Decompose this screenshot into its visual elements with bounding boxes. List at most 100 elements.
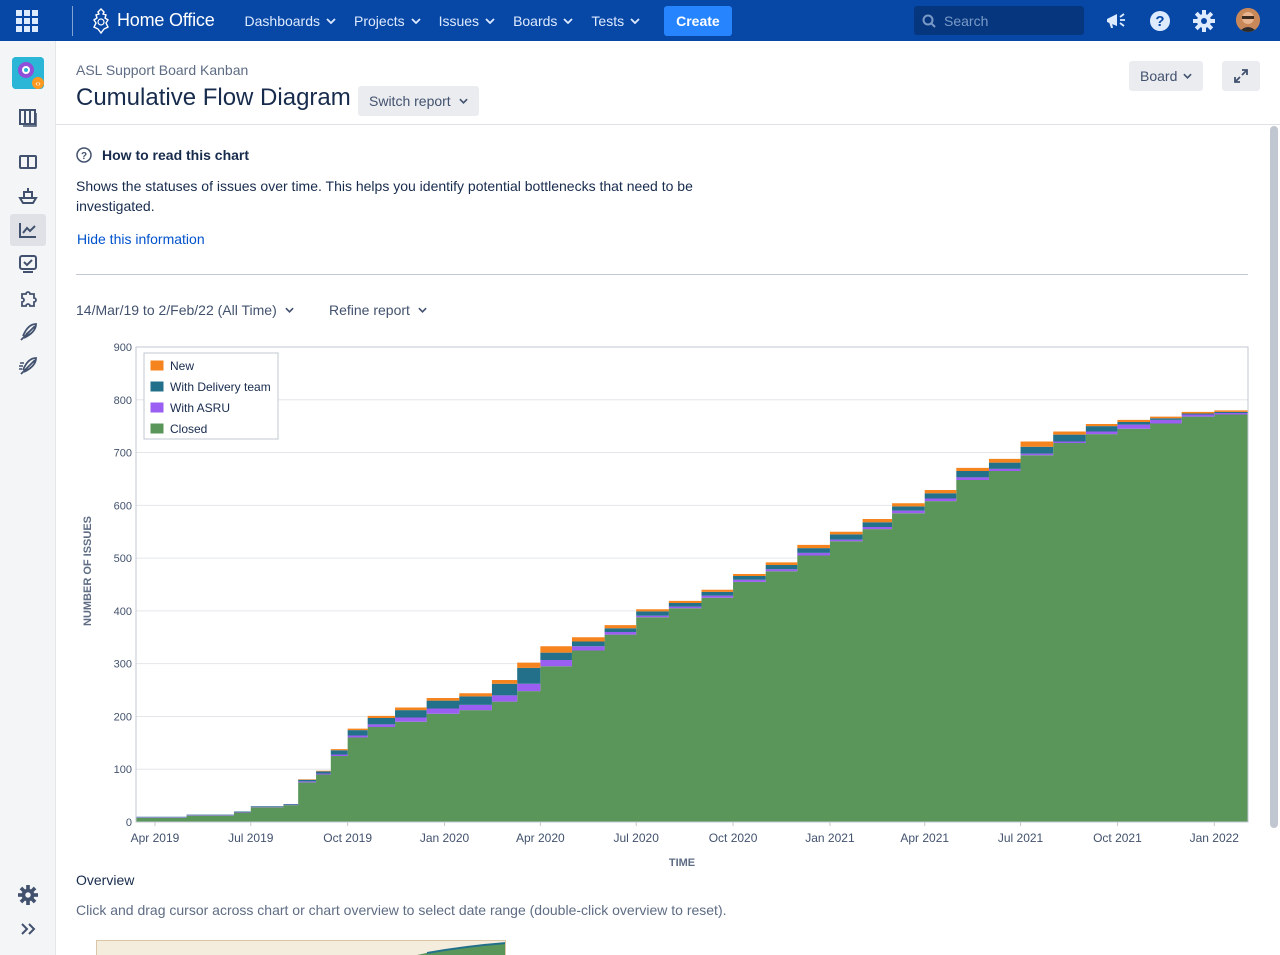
y-tick-label: 700 <box>114 448 132 460</box>
y-tick-label: 200 <box>114 711 132 723</box>
expand-chevrons-icon[interactable] <box>10 913 46 945</box>
nav-projects[interactable]: Projects <box>354 13 421 29</box>
settings-gear-icon[interactable] <box>1192 9 1216 33</box>
settings-gear-icon[interactable] <box>10 879 46 911</box>
nav-tests[interactable]: Tests <box>591 13 640 29</box>
chart-overview[interactable] <box>96 940 506 955</box>
feather-speed-icon[interactable] <box>10 350 46 382</box>
area-closed <box>136 409 1248 822</box>
notifications-megaphone-icon[interactable] <box>1104 9 1128 33</box>
legend-swatch <box>149 401 165 414</box>
chart-legend: New With Delivery team With ASRU Closed <box>143 352 279 440</box>
page-title: Cumulative Flow Diagram <box>76 84 351 111</box>
page-scrollbar[interactable] <box>1270 126 1278 828</box>
x-tick-label: Jan 2021 <box>805 831 855 845</box>
nav-projects-label: Projects <box>354 12 405 29</box>
apps-grid-icon[interactable] <box>0 0 54 41</box>
section-divider <box>76 274 1248 275</box>
y-tick-label: 100 <box>114 764 132 776</box>
project-avatar[interactable]: ‹› <box>12 57 44 89</box>
chevron-down-icon <box>1183 73 1193 79</box>
home-office-logo[interactable]: Home Office <box>72 5 215 36</box>
board-label: Board <box>1140 68 1178 84</box>
refine-report-label: Refine report <box>329 302 410 318</box>
legend-entry: New <box>170 359 194 373</box>
question-circle-icon: ? <box>76 147 92 163</box>
y-tick-label: 400 <box>114 606 132 618</box>
y-tick-label: 300 <box>114 659 132 671</box>
search-icon <box>922 14 936 28</box>
plot-frame <box>135 346 1249 823</box>
hide-information-link[interactable]: Hide this information <box>77 231 205 247</box>
feather-icon[interactable] <box>10 316 46 348</box>
y-axis-label: NUMBER OF ISSUES <box>82 516 94 626</box>
chevron-down-icon <box>418 307 427 313</box>
date-range-label: 14/Mar/19 to 2/Feb/22 (All Time) <box>76 302 277 318</box>
x-tick-label: Apr 2019 <box>131 831 180 845</box>
chevron-down-icon <box>459 98 468 104</box>
nav-boards[interactable]: Boards <box>513 12 574 29</box>
cumulative-flow-chart[interactable]: 0 100 200 300 400 500 600 700 800 900 Apr 2019 Jul… <box>56 41 1280 871</box>
x-tick-label: Jul 2021 <box>998 831 1044 845</box>
legend-swatch <box>149 380 165 393</box>
breadcrumb[interactable]: ASL Support Board Kanban <box>76 62 249 78</box>
nav-boards-label: Boards <box>513 12 558 29</box>
chart-areas <box>136 404 1248 822</box>
search-placeholder: Search <box>944 12 989 29</box>
board-button[interactable]: Board <box>1129 61 1204 91</box>
area-with-delivery-team <box>136 405 1248 818</box>
legend-entry: With Delivery team <box>170 380 271 394</box>
svg-text:‹›: ‹› <box>35 79 41 88</box>
refine-report-dropdown[interactable]: Refine report <box>329 302 427 318</box>
nav-issues[interactable]: Issues <box>439 13 495 29</box>
how-to-read-title: How to read this chart <box>102 147 250 163</box>
overview-text: Click and drag cursor across chart or ch… <box>76 902 727 918</box>
x-tick-label: Jan 2022 <box>1190 831 1240 845</box>
header-divider <box>56 124 1280 125</box>
chevron-down-icon <box>285 307 294 313</box>
project-sidebar: ‹› <box>0 41 56 955</box>
svg-text:?: ? <box>1155 13 1164 30</box>
date-range-dropdown[interactable]: 14/Mar/19 to 2/Feb/22 (All Time) <box>76 302 294 318</box>
main-nav: Dashboards Projects Issues Boards Tests … <box>245 0 732 41</box>
y-tick-label: 900 <box>114 342 132 354</box>
legend-entry: Closed <box>170 422 207 436</box>
switch-report-label: Switch report <box>369 93 451 109</box>
x-tick-label: Jul 2020 <box>614 831 660 845</box>
puzzle-icon[interactable] <box>10 282 46 314</box>
report-content: ASL Support Board Kanban Cumulative Flow… <box>56 41 1280 955</box>
columns-icon[interactable] <box>10 146 46 178</box>
help-icon[interactable]: ? <box>1148 9 1172 33</box>
svg-text:?: ? <box>81 151 87 162</box>
user-avatar[interactable] <box>1236 8 1260 32</box>
reports-chart-icon[interactable] <box>10 214 46 246</box>
chevron-down-icon <box>410 17 421 24</box>
brand-name: Home Office <box>117 10 215 30</box>
y-tick-label: 800 <box>114 395 132 407</box>
x-tick-label: Oct 2021 <box>1093 831 1142 845</box>
chevron-down-icon <box>563 17 574 24</box>
legend-entry: With ASRU <box>170 401 230 415</box>
search-input[interactable]: Search <box>914 6 1084 35</box>
y-axis-ticks: 0 100 200 300 400 500 600 700 800 900 <box>114 342 132 829</box>
x-axis-label: TIME <box>669 857 695 869</box>
checklist-icon[interactable] <box>10 248 46 280</box>
legend-box <box>143 352 279 440</box>
legend-swatch <box>149 422 165 435</box>
y-tick-label: 500 <box>114 553 132 565</box>
expand-arrows-icon <box>1234 69 1248 83</box>
nav-dashboards-label: Dashboards <box>244 12 321 29</box>
chevron-down-icon <box>326 17 336 24</box>
fullscreen-button[interactable] <box>1222 61 1260 91</box>
ship-icon[interactable] <box>10 180 46 212</box>
crest-icon <box>93 7 109 34</box>
board-icon[interactable] <box>10 101 46 133</box>
chevron-down-icon <box>630 17 640 24</box>
create-button[interactable]: Create <box>664 5 732 36</box>
x-tick-label: Oct 2019 <box>323 831 372 845</box>
nav-dashboards[interactable]: Dashboards <box>245 13 337 29</box>
switch-report-button[interactable]: Switch report <box>358 86 479 116</box>
x-tick-label: Apr 2021 <box>900 831 949 845</box>
legend-swatch <box>149 359 165 372</box>
x-axis-ticks: Apr 2019 Jul 2019 Oct 2019 Jan 2020 Apr 2020… <box>131 822 1240 845</box>
